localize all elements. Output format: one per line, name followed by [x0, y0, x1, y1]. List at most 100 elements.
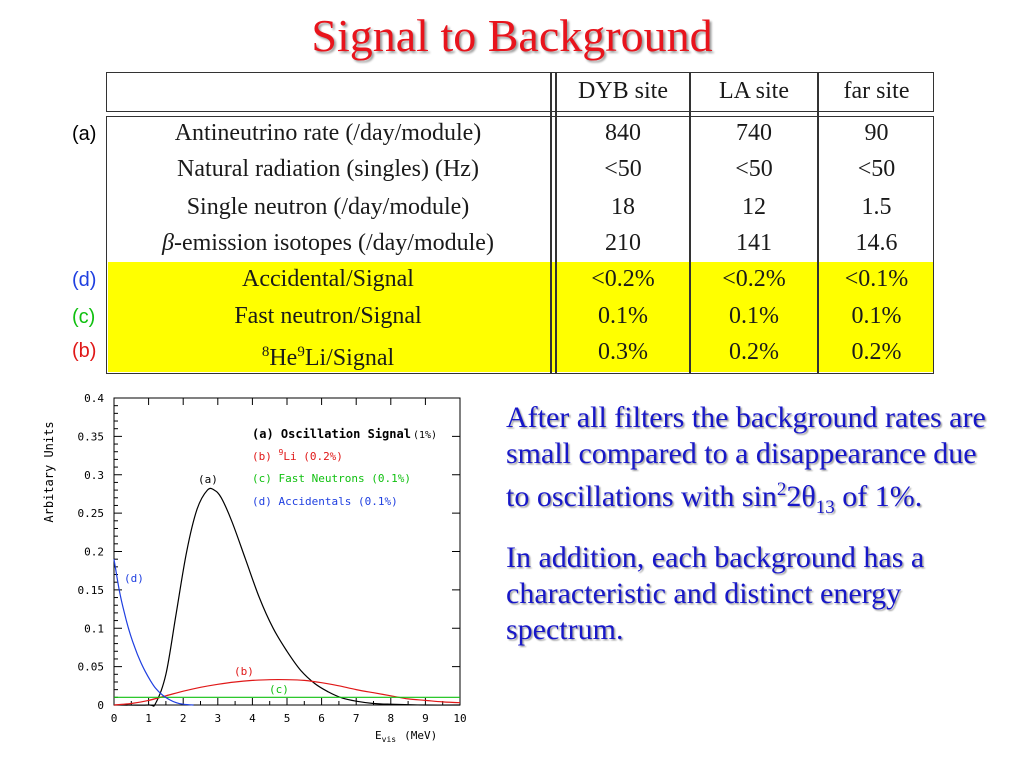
header-far: far site — [843, 78, 910, 104]
x-tick-label: 9 — [422, 712, 429, 725]
x-tick-label: 8 — [387, 712, 394, 725]
x-tick-label: 3 — [214, 712, 221, 725]
curve-label-a: (a) — [198, 473, 218, 486]
y-tick-label: 0.1 — [84, 622, 104, 635]
x-axis-label-main: E — [375, 729, 382, 742]
legend-entry-d: (d) Accidentals (0.1%) — [252, 495, 398, 508]
table-cell: 740 — [736, 120, 772, 146]
x-tick-label: 6 — [318, 712, 325, 725]
row-label-accidental: Accidental/Signal — [242, 266, 414, 292]
table-cell: 210 — [605, 230, 641, 256]
table-cell: 840 — [605, 120, 641, 146]
legend-entry-a: (a) Oscillation Signal (1%) — [252, 427, 437, 441]
note-paragraph-1: After all filters the background rates a… — [506, 400, 1006, 526]
table-cell: 0.2% — [851, 339, 902, 365]
page-title: Signal to Background — [311, 10, 713, 61]
curve-label-c: (c) — [269, 683, 289, 696]
x-axis-label-unit: (MeV) — [404, 729, 437, 742]
table-cell: 14.6 — [855, 230, 898, 256]
x-axis-label: Evis (MeV) — [375, 729, 437, 744]
series-line-d — [113, 559, 194, 706]
series-line-b — [113, 678, 461, 706]
y-tick-label: 0.05 — [78, 661, 105, 674]
legend-entry-b: (b) 9Li (0.2%) — [252, 448, 343, 463]
row-label-beta-text: -emission isotopes (/day/module) — [173, 230, 494, 256]
row-tag-a: (a) — [72, 123, 97, 145]
x-tick-label: 5 — [284, 712, 291, 725]
table-cell: 141 — [736, 230, 772, 256]
table-cell: <0.2% — [722, 266, 786, 292]
x-tick-label: 7 — [353, 712, 360, 725]
table-cell: <0.2% — [591, 266, 655, 292]
y-tick-label: 0 — [97, 699, 104, 712]
legend-entry-b-prefix: (b) — [252, 450, 279, 463]
table-cell: 0.1% — [729, 303, 779, 329]
x-tick-label: 0 — [111, 712, 118, 725]
spectrum-chart-svg: 0 1 2 3 4 5 6 7 8 9 10 0 0.05 0.1 0.15 0.2 0.25 0.3 0.35 0.… — [42, 392, 467, 744]
x-axis-label-sub: vis — [382, 735, 397, 744]
spectrum-chart: 0 1 2 3 4 5 6 7 8 9 10 0 0.05 0.1 0.15 0.2 0.25 0.3 0.35 0.… — [40, 388, 480, 758]
table-header-frame — [106, 72, 934, 112]
row-tag-b: (b) — [72, 340, 97, 362]
y-tick-label: 0.25 — [78, 507, 105, 520]
note-1-end: of 1%. — [834, 480, 923, 513]
y-tick-label: 0.3 — [84, 469, 104, 482]
series-line-a — [113, 487, 461, 707]
divider-la — [689, 72, 691, 374]
table-cell: 1.5 — [861, 194, 892, 220]
li-mass-number: 9 — [297, 344, 305, 360]
highlight-band — [107, 262, 933, 372]
table-cell: <50 — [735, 156, 773, 182]
legend-entry-b-text: Li (0.2%) — [283, 450, 343, 463]
beta-symbol: β — [162, 230, 174, 256]
table-cell: 18 — [611, 194, 635, 220]
legend-entry-a-extra: (1%) — [413, 430, 437, 441]
x-tick-label: 2 — [180, 712, 187, 725]
notes-text: After all filters the background rates a… — [506, 400, 1006, 662]
table-cell: <50 — [857, 156, 896, 182]
note-1-theta: 2θ — [786, 480, 816, 513]
header-dyb: DYB site — [578, 78, 668, 104]
y-axis-label: Arbitary Units — [42, 421, 56, 522]
row-label-natural-radiation: Natural radiation (singles) (Hz) — [177, 156, 479, 182]
header-la: LA site — [719, 78, 789, 104]
table-cell: <50 — [604, 156, 642, 182]
y-tick-label: 0.15 — [78, 584, 105, 597]
double-divider-right — [555, 72, 557, 374]
x-tick-label: 1 — [145, 712, 152, 725]
note-1-sub: 13 — [815, 497, 835, 518]
row-label-single-neutron: Single neutron (/day/module) — [186, 194, 470, 220]
table-cell: 12 — [742, 194, 766, 220]
legend-entry-b-sup: 9 — [279, 448, 284, 457]
table-cell: 0.1% — [851, 303, 902, 329]
plot-frame — [113, 397, 461, 706]
li-signal-text: Li/Signal — [304, 345, 395, 371]
divider-far — [817, 72, 819, 374]
row-label-antineutrino: Antineutrino rate (/day/module) — [174, 120, 482, 146]
he-symbol: He — [269, 345, 298, 371]
table-body-frame — [106, 116, 934, 374]
rates-table: DYB site LA site far site Antineutrino r… — [106, 72, 934, 374]
row-label-beta-emission: β-emission isotopes (/day/module) — [106, 229, 550, 257]
row-label-he-li: 8He9Li/Signal — [106, 338, 550, 372]
curve-label-b: (b) — [234, 665, 254, 678]
spectrum-curves — [113, 487, 461, 707]
table-cell: <0.1% — [844, 266, 909, 292]
y-tick-label: 0.35 — [78, 430, 105, 443]
note-1-sup: 2 — [776, 479, 787, 500]
note-paragraph-2: In addition, each background has a chara… — [506, 541, 925, 646]
row-label-fast-neutron: Fast neutron/Signal — [234, 303, 422, 329]
x-tick-label: 4 — [249, 712, 256, 725]
table-cell: 0.2% — [729, 339, 779, 365]
double-divider-left — [550, 72, 552, 374]
axis-ticks: 0 1 2 3 4 5 6 7 8 9 10 0 0.05 0.1 0.15 0.2 0.25 0.3 0.35 0.… — [78, 392, 467, 725]
he-mass-number: 8 — [261, 344, 270, 360]
table-cell: 0.3% — [598, 339, 648, 365]
curve-label-d: (d) — [124, 572, 144, 585]
legend-entry-c: (c) Fast Neutrons (0.1%) — [252, 472, 411, 485]
row-tag-c: (c) — [72, 306, 96, 328]
y-tick-label: 0.4 — [84, 392, 104, 405]
row-tag-d: (d) — [72, 269, 97, 291]
note-1-text: After all filters the background rates a… — [506, 401, 986, 513]
legend-entry-a-text: (a) Oscillation Signal — [252, 427, 411, 441]
